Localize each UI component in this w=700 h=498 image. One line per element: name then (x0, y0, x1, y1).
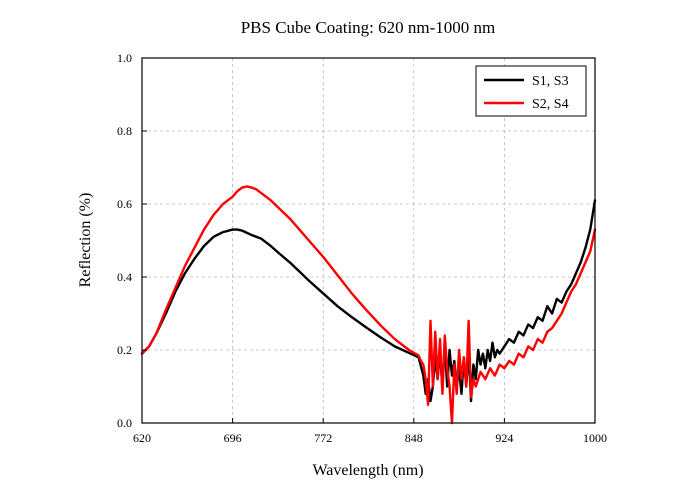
legend-box (475, 65, 587, 117)
x-tick-label: 696 (224, 431, 242, 445)
x-tick-label: 772 (314, 431, 332, 445)
series-line-s2-s4 (140, 185, 597, 425)
x-tick-label: 1000 (583, 431, 607, 445)
x-tick-label: 924 (495, 431, 513, 445)
x-tick-label: 620 (133, 431, 151, 445)
plot-frame (141, 57, 596, 424)
legend: S1, S3 S2, S4 (475, 65, 587, 117)
grid (142, 58, 595, 423)
legend-label-s1-s3: S1, S3 (532, 74, 569, 89)
x-axis-label: Wavelength (nm) (312, 462, 423, 479)
y-tick-label: 0.4 (117, 270, 132, 284)
series-line-s1-s3 (140, 199, 597, 403)
y-axis-label: Reflection (%) (77, 193, 94, 288)
series-group (140, 185, 597, 425)
y-tick-label: 0.2 (117, 343, 132, 357)
y-tick-label: 0.0 (117, 416, 132, 430)
y-tick-label: 1.0 (117, 51, 132, 65)
legend-label-s2-s4: S2, S4 (532, 97, 569, 112)
y-tick-label: 0.6 (117, 197, 132, 211)
ticks: 620 696 772 848 924 1000 0.0 0.2 0.4 0.6 0.8 1.0 (117, 51, 607, 445)
x-tick-label: 848 (405, 431, 423, 445)
chart-title: PBS Cube Coating: 620 nm-1000 nm (241, 18, 496, 37)
y-tick-label: 0.8 (117, 124, 132, 138)
